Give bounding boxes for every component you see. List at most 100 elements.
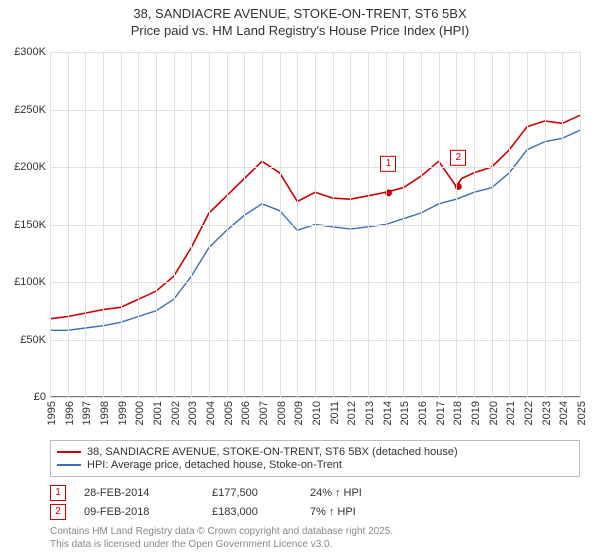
chart-y-tick-label: £100K <box>14 276 46 288</box>
legend-swatch <box>57 464 81 466</box>
chart-x-tick-label: 2018 <box>452 401 464 425</box>
chart-title-block: 38, SANDIACRE AVENUE, STOKE-ON-TRENT, ST… <box>0 0 600 38</box>
chart-gridline-vertical <box>386 52 387 397</box>
chart-x-tick-label: 2008 <box>276 401 288 425</box>
transaction-marker: 1 <box>50 485 66 501</box>
sale-marker-label: 2 <box>450 149 466 165</box>
legend-label: HPI: Average price, detached house, Stok… <box>87 459 342 471</box>
chart-x-tick-label: 1997 <box>81 401 93 425</box>
chart-gridline-vertical <box>68 52 69 397</box>
transaction-price: £183,000 <box>212 506 292 518</box>
chart-x-tick-label: 2017 <box>435 401 447 425</box>
chart-gridline-vertical <box>474 52 475 397</box>
footer-attribution: Contains HM Land Registry data © Crown c… <box>50 526 580 551</box>
chart-gridline-vertical <box>156 52 157 397</box>
chart-y-tick-label: £250K <box>14 104 46 116</box>
chart-y-tick-label: £0 <box>34 391 46 403</box>
chart-gridline-vertical <box>209 52 210 397</box>
chart-x-tick-label: 2009 <box>293 401 305 425</box>
chart-x-tick-label: 2016 <box>417 401 429 425</box>
chart-x-tick-label: 1999 <box>117 401 129 425</box>
chart-gridline-vertical <box>85 52 86 397</box>
chart-gridline-vertical <box>103 52 104 397</box>
chart-gridline-vertical <box>280 52 281 397</box>
legend-box: 38, SANDIACRE AVENUE, STOKE-ON-TRENT, ST… <box>50 440 580 477</box>
chart-x-tick-label: 2007 <box>258 401 270 425</box>
chart-gridline-vertical <box>333 52 334 397</box>
transaction-row: 1 28-FEB-2014 £177,500 24%HPI <box>50 485 580 501</box>
chart-container: 38, SANDIACRE AVENUE, STOKE-ON-TRENT, ST… <box>0 0 600 560</box>
chart-x-tick-label: 2012 <box>346 401 358 425</box>
chart-gridline-vertical <box>439 52 440 397</box>
footer-line2: This data is licensed under the Open Gov… <box>50 539 580 552</box>
chart-x-tick-label: 2014 <box>382 401 394 425</box>
chart-gridline-vertical <box>350 52 351 397</box>
legend-and-footer: 38, SANDIACRE AVENUE, STOKE-ON-TRENT, ST… <box>50 440 580 551</box>
legend-row: HPI: Average price, detached house, Stok… <box>57 459 573 471</box>
chart-gridline-vertical <box>403 52 404 397</box>
chart-gridline-vertical <box>244 52 245 397</box>
transactions-table: 1 28-FEB-2014 £177,500 24%HPI 2 09-FEB-2018 £1… <box>50 485 580 520</box>
chart-gridline-vertical <box>545 52 546 397</box>
chart-gridline-vertical <box>368 52 369 397</box>
chart-gridline-vertical <box>562 52 563 397</box>
chart-x-tick-label: 2020 <box>488 401 500 425</box>
chart-gridline-vertical <box>315 52 316 397</box>
chart-plot-area: £0£50K£100K£150K£200K£250K£300K199519961… <box>50 52 580 397</box>
chart-gridline-vertical <box>527 52 528 397</box>
chart-gridline-vertical <box>50 52 51 397</box>
chart-x-tick-label: 2004 <box>205 401 217 425</box>
chart-gridline-vertical <box>421 52 422 397</box>
transaction-pct-vs-hpi: 7%HPI <box>310 506 400 518</box>
chart-title-subtitle: Price paid vs. HM Land Registry's House … <box>0 23 600 38</box>
chart-x-tick-label: 2015 <box>399 401 411 425</box>
chart-gridline-vertical <box>297 52 298 397</box>
chart-gridline-vertical <box>121 52 122 397</box>
chart-x-tick-label: 2011 <box>329 401 341 425</box>
chart-y-tick-label: £300K <box>14 46 46 58</box>
transaction-row: 2 09-FEB-2018 £183,000 7%HPI <box>50 504 580 520</box>
transaction-date: 28-FEB-2014 <box>84 487 194 499</box>
chart-x-tick-label: 2022 <box>523 401 535 425</box>
chart-y-tick-label: £200K <box>14 161 46 173</box>
chart-gridline-vertical <box>174 52 175 397</box>
transaction-date: 09-FEB-2018 <box>84 506 194 518</box>
chart-x-tick-label: 2006 <box>240 401 252 425</box>
chart-x-tick-label: 2023 <box>541 401 553 425</box>
transaction-marker: 2 <box>50 504 66 520</box>
chart-x-tick-label: 2003 <box>187 401 199 425</box>
chart-x-tick-label: 1995 <box>46 401 58 425</box>
chart-x-tick-label: 2000 <box>134 401 146 425</box>
arrow-up-icon <box>329 506 335 518</box>
legend-label: 38, SANDIACRE AVENUE, STOKE-ON-TRENT, ST… <box>87 446 458 458</box>
sale-marker-label: 1 <box>380 156 396 172</box>
chart-x-tick-label: 1996 <box>64 401 76 425</box>
chart-gridline-vertical <box>138 52 139 397</box>
chart-x-tick-label: 2005 <box>223 401 235 425</box>
legend-swatch <box>57 451 81 453</box>
footer-line1: Contains HM Land Registry data © Crown c… <box>50 526 580 539</box>
chart-x-tick-label: 2025 <box>576 401 588 425</box>
chart-x-tick-label: 2013 <box>364 401 376 425</box>
chart-y-tick-label: £50K <box>20 334 46 346</box>
chart-gridline-vertical <box>492 52 493 397</box>
chart-x-tick-label: 2002 <box>170 401 182 425</box>
chart-gridline-vertical <box>509 52 510 397</box>
chart-gridline-vertical <box>227 52 228 397</box>
arrow-up-icon <box>335 487 341 499</box>
chart-y-tick-label: £150K <box>14 219 46 231</box>
chart-x-tick-label: 1998 <box>99 401 111 425</box>
chart-gridline-vertical <box>191 52 192 397</box>
chart-x-tick-label: 2001 <box>152 401 164 425</box>
chart-x-tick-label: 2024 <box>558 401 570 425</box>
transaction-pct-vs-hpi: 24%HPI <box>310 487 400 499</box>
transaction-price: £177,500 <box>212 487 292 499</box>
chart-x-tick-label: 2019 <box>470 401 482 425</box>
chart-x-tick-label: 2010 <box>311 401 323 425</box>
legend-row: 38, SANDIACRE AVENUE, STOKE-ON-TRENT, ST… <box>57 446 573 458</box>
chart-gridline-vertical <box>456 52 457 397</box>
chart-x-tick-label: 2021 <box>505 401 517 425</box>
chart-title-address: 38, SANDIACRE AVENUE, STOKE-ON-TRENT, ST… <box>0 6 600 21</box>
chart-gridline-vertical <box>262 52 263 397</box>
chart-gridline-horizontal <box>50 397 580 398</box>
